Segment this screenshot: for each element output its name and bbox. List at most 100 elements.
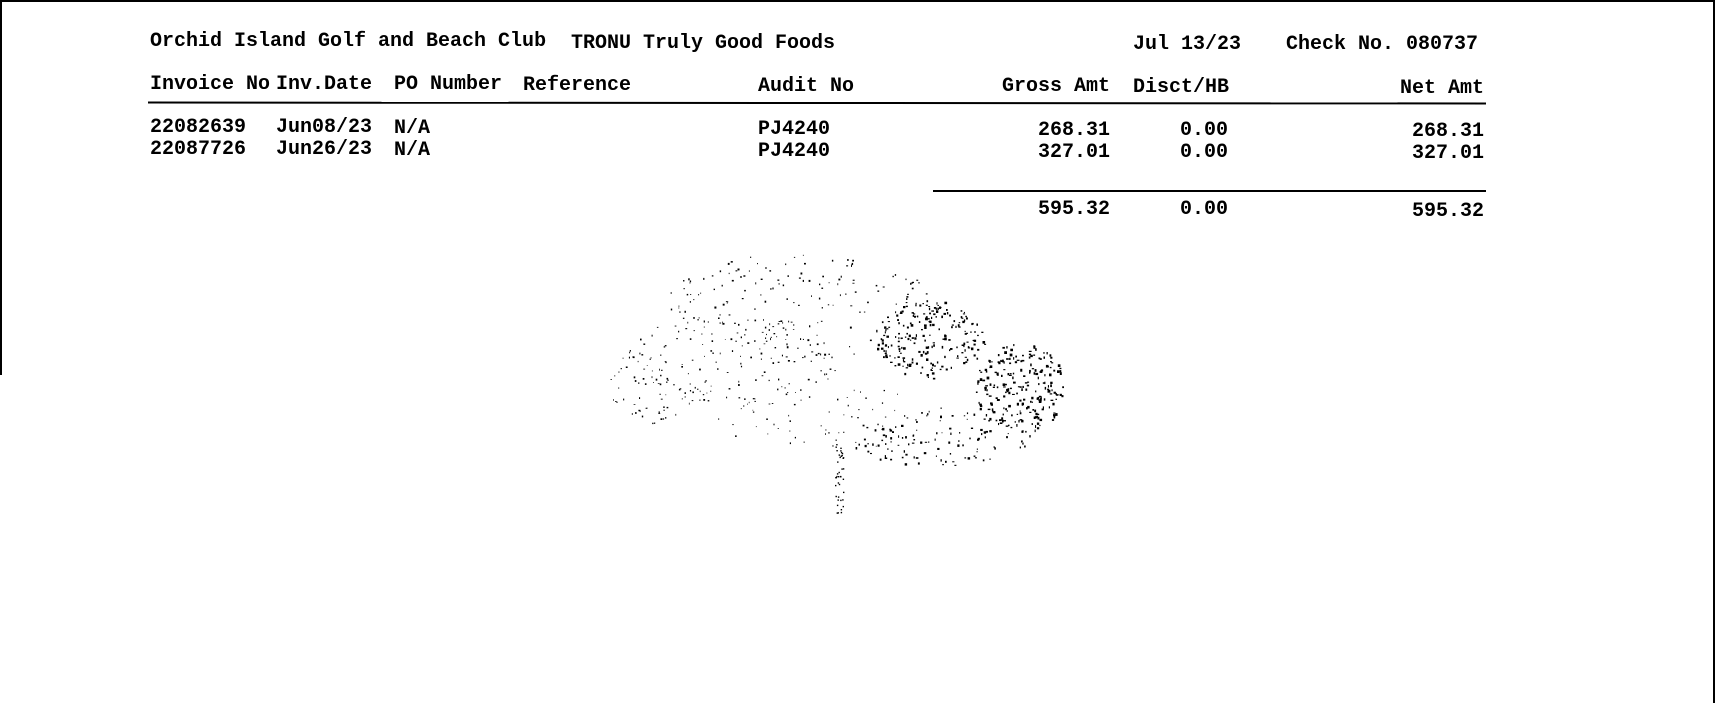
- stipple-dot: [966, 418, 968, 420]
- stipple-dot: [710, 390, 712, 392]
- stipple-dot: [832, 445, 834, 447]
- stipple-dot: [839, 456, 841, 459]
- total-disct: 0.00: [1180, 198, 1229, 221]
- stipple-dot: [678, 330, 680, 333]
- stipple-dot: [842, 468, 845, 470]
- stipple-dot: [843, 431, 845, 433]
- stipple-dot: [894, 357, 896, 359]
- stipple-dot: [1043, 398, 1046, 401]
- stipple-dot: [785, 263, 787, 266]
- stipple-dot: [770, 288, 772, 290]
- stipple-dot: [1003, 361, 1005, 364]
- stipple-dot: [788, 414, 790, 417]
- stipple-dot: [975, 391, 978, 393]
- stipple-dot: [689, 338, 692, 340]
- stipple-dot: [744, 289, 746, 292]
- stipple-dot: [867, 450, 870, 453]
- stipple-dot: [958, 326, 961, 328]
- stipple-dot: [945, 368, 948, 371]
- stipple-dot: [641, 415, 644, 418]
- stipple-dot: [1022, 385, 1024, 388]
- stipple-dot: [979, 407, 982, 411]
- stipple-dot: [740, 362, 742, 365]
- stipple-dot: [809, 325, 811, 328]
- stipple-dot: [863, 438, 866, 441]
- stipple-dot: [913, 315, 917, 317]
- stipple-dot: [1049, 393, 1053, 395]
- stipple-dot: [920, 372, 922, 374]
- stipple-dot: [1049, 354, 1052, 357]
- stipple-dot: [1035, 390, 1037, 393]
- stipple-dot: [792, 329, 795, 330]
- stipple-dot: [835, 439, 837, 441]
- stipple-dot: [1053, 369, 1056, 372]
- stipple-dot: [824, 373, 826, 376]
- stipple-dot: [628, 356, 630, 359]
- col-audit-no: Audit No: [758, 75, 855, 98]
- stipple-dot: [985, 430, 988, 433]
- stipple-dot: [973, 343, 976, 346]
- stipple-dot: [1046, 352, 1048, 355]
- stipple-dot: [1039, 418, 1043, 422]
- stipple-dot: [925, 317, 927, 320]
- stipple-dot: [1038, 399, 1041, 401]
- stipple-dot: [795, 392, 796, 393]
- stipple-dot: [1035, 425, 1037, 428]
- stipple-dot: [993, 411, 996, 414]
- stipple-dot: [984, 368, 988, 371]
- stipple-dot: [645, 408, 647, 409]
- stipple-dot: [730, 261, 733, 263]
- stipple-dot: [1003, 407, 1005, 410]
- stipple-dot: [1023, 375, 1026, 377]
- stipple-dot: [1009, 353, 1013, 357]
- stipple-dot: [1039, 424, 1041, 427]
- stipple-dot: [1042, 406, 1044, 409]
- stipple-dot: [1005, 425, 1009, 427]
- stipple-dot: [965, 315, 967, 318]
- stipple-dot: [1047, 389, 1051, 393]
- stipple-dot: [954, 464, 957, 466]
- stipple-dot: [916, 279, 919, 281]
- stipple-dot: [870, 452, 872, 455]
- stipple-dot: [926, 351, 929, 354]
- stipple-dot: [1038, 357, 1041, 360]
- stipple-dot: [755, 282, 757, 285]
- stipple-dot: [923, 452, 927, 455]
- stipple-dot: [885, 329, 887, 332]
- stipple-dot: [950, 432, 952, 435]
- stipple-dot: [991, 408, 994, 412]
- stipple-dot: [928, 441, 930, 443]
- stipple-dot: [665, 417, 667, 419]
- stipple-dot: [1008, 404, 1011, 408]
- stipple-dot: [979, 378, 983, 381]
- stipple-dot: [897, 340, 900, 343]
- stipple-dot: [961, 344, 964, 346]
- stipple-dot: [934, 365, 936, 367]
- stipple-dot: [698, 317, 700, 319]
- stipple-dot: [929, 324, 932, 327]
- stipple-dot: [754, 398, 756, 400]
- stipple-dot: [974, 331, 976, 333]
- stipple-dot: [1030, 400, 1032, 403]
- stipple-dot: [747, 319, 749, 321]
- stipple-dot: [803, 441, 805, 443]
- stipple-dot: [986, 376, 990, 380]
- stipple-dot: [789, 442, 791, 445]
- stipple-dot: [1008, 391, 1011, 395]
- stipple-dot: [976, 323, 978, 326]
- stipple-dot: [910, 282, 912, 285]
- cell-gross: 268.31: [1037, 119, 1110, 142]
- stipple-dot: [988, 395, 992, 397]
- stipple-dot: [1001, 417, 1004, 420]
- stipple-dot: [906, 332, 908, 335]
- stipple-dot: [699, 390, 701, 393]
- stipple-dot: [694, 386, 696, 389]
- stipple-dot: [713, 288, 715, 291]
- stipple-dot: [670, 308, 673, 311]
- stipple-dot: [663, 406, 665, 408]
- stipple-dot: [887, 448, 889, 450]
- stipple-dot: [1017, 386, 1020, 388]
- stipple-dot: [962, 313, 966, 315]
- stipple-dot: [949, 314, 951, 317]
- stipple-dot: [942, 338, 945, 340]
